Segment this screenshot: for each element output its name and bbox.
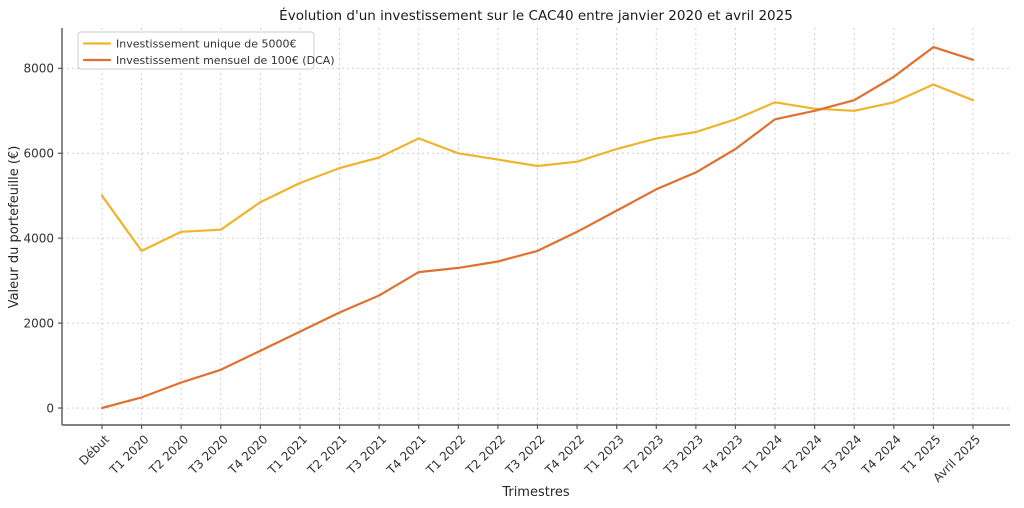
x-tick-label: T2 2021 xyxy=(304,432,349,477)
x-tick-label: T4 2022 xyxy=(542,432,587,477)
x-axis-label: Trimestres xyxy=(501,485,570,500)
x-tick-label: T3 2020 xyxy=(185,432,230,477)
grid-layer xyxy=(62,28,1010,425)
x-tick-label: T1 2022 xyxy=(423,432,468,477)
x-tick-label: T3 2021 xyxy=(344,432,389,477)
x-tick-label: T3 2024 xyxy=(819,432,864,477)
chart-title: Évolution d'un investissement sur le CAC… xyxy=(279,7,793,24)
x-tick-label: T4 2021 xyxy=(383,432,428,477)
y-tick-label: 6000 xyxy=(23,147,54,161)
x-tick-label: T4 2023 xyxy=(700,432,745,477)
series-layer xyxy=(100,45,975,410)
legend-box xyxy=(77,31,315,70)
x-tick-label: T2 2024 xyxy=(779,432,824,477)
x-tick-label: T2 2023 xyxy=(621,432,666,477)
x-tick-label: T1 2023 xyxy=(581,432,626,477)
legend-label: Investissement mensuel de 100€ (DCA) xyxy=(116,54,335,67)
legend-label: Investissement unique de 5000€ xyxy=(116,38,297,51)
y-tick-label: 2000 xyxy=(23,316,54,330)
x-tick-label: T4 2020 xyxy=(225,432,270,477)
x-tick-label: T2 2020 xyxy=(146,432,191,477)
x-tick-label: Début xyxy=(76,432,112,468)
x-tick-label: T1 2020 xyxy=(106,432,151,477)
x-tick-label: T3 2023 xyxy=(660,432,705,477)
y-tick-label: 4000 xyxy=(23,231,54,245)
legend: Investissement unique de 5000€ Investisse… xyxy=(77,31,335,70)
x-tick-label: T1 2021 xyxy=(265,432,310,477)
series-line-0 xyxy=(100,83,975,252)
series-line-1 xyxy=(100,45,975,410)
x-tick-label: T4 2024 xyxy=(858,432,903,477)
y-tick-label: 0 xyxy=(46,401,54,415)
y-axis-label: Valeur du portefeuille (€) xyxy=(7,146,22,309)
x-tick-label: T3 2022 xyxy=(502,432,547,477)
y-tick-label: 8000 xyxy=(23,62,54,76)
x-tick-label: T2 2022 xyxy=(463,432,508,477)
x-tick-label: T1 2024 xyxy=(740,432,785,477)
